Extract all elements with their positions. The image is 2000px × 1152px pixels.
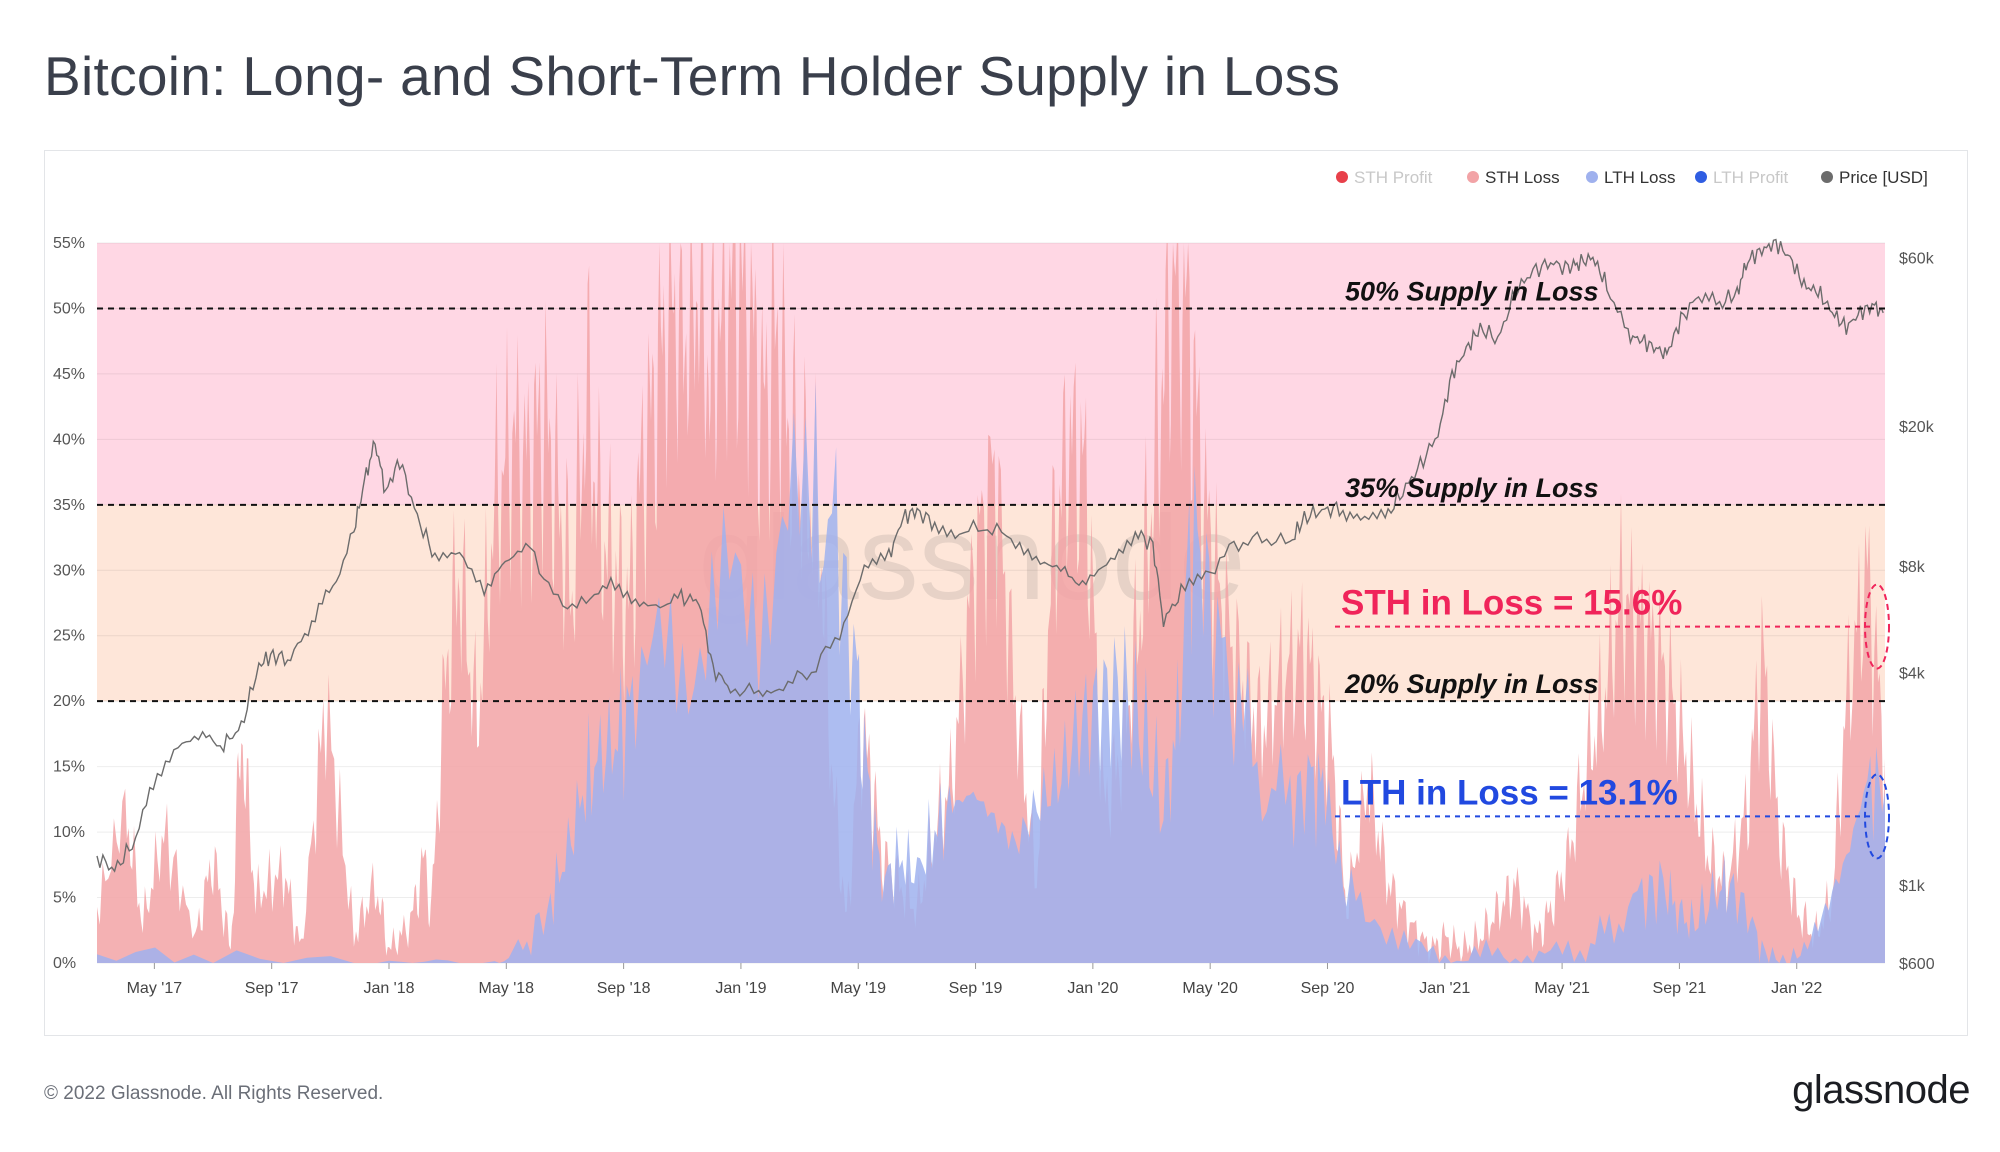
- legend-label-3: LTH Profit: [1713, 168, 1789, 187]
- y-left-tick-label: 55%: [53, 235, 85, 252]
- x-tick-label: Sep '19: [949, 980, 1003, 997]
- x-tick-label: Jan '19: [715, 980, 766, 997]
- legend-marker-4: [1821, 171, 1833, 183]
- y-right-tick-label: $8k: [1899, 559, 1926, 576]
- y-left-tick-label: 0%: [53, 955, 76, 972]
- legend-label-4: Price [USD]: [1839, 168, 1928, 187]
- y-left-tick-label: 35%: [53, 497, 85, 514]
- x-tick-label: Sep '18: [597, 980, 651, 997]
- y-right-tick-label: $1k: [1899, 878, 1926, 895]
- legend-label-0: STH Profit: [1354, 168, 1433, 187]
- x-tick-label: Jan '20: [1067, 980, 1118, 997]
- x-tick-label: Sep '21: [1653, 980, 1707, 997]
- x-tick-label: Jan '21: [1419, 980, 1470, 997]
- y-left-tick-label: 30%: [53, 562, 85, 579]
- x-tick-label: Jan '22: [1771, 980, 1822, 997]
- y-left-tick-label: 40%: [53, 431, 85, 448]
- annotation-label-0: STH in Loss = 15.6%: [1341, 584, 1682, 623]
- legend-marker-1: [1467, 171, 1479, 183]
- x-tick-label: May '21: [1534, 980, 1590, 997]
- series-price-line: [96, 238, 1884, 873]
- y-left-tick-label: 45%: [53, 366, 85, 383]
- y-left-tick-label: 50%: [53, 300, 85, 317]
- x-tick-label: May '19: [830, 980, 886, 997]
- series-lth-loss-area: [97, 381, 1885, 964]
- x-tick-label: May '18: [479, 980, 535, 997]
- x-tick-label: Sep '17: [245, 980, 299, 997]
- x-tick-label: May '17: [127, 980, 183, 997]
- y-right-tick-label: $600: [1899, 956, 1935, 973]
- annotation-marker-0: [1864, 583, 1890, 670]
- copyright-notice: © 2022 Glassnode. All Rights Reserved.: [44, 1083, 384, 1104]
- chart-title: Bitcoin: Long- and Short-Term Holder Sup…: [44, 45, 1341, 107]
- legend-label-1: STH Loss: [1485, 168, 1560, 187]
- y-left-tick-label: 10%: [53, 824, 85, 841]
- y-left-tick-label: 15%: [53, 759, 85, 776]
- y-right-tick-label: $60k: [1899, 251, 1935, 268]
- reference-label-35: 35% Supply in Loss: [1345, 473, 1599, 503]
- annotation-marker-1: [1864, 773, 1890, 860]
- reference-label-20: 20% Supply in Loss: [1344, 669, 1599, 699]
- annotation-label-1: LTH in Loss = 13.1%: [1341, 773, 1678, 812]
- y-right-tick-label: $4k: [1899, 665, 1926, 682]
- x-tick-label: Jan '18: [363, 980, 414, 997]
- legend-marker-3: [1695, 171, 1707, 183]
- legend-label-2: LTH Loss: [1604, 168, 1676, 187]
- series-sth-loss-area: [97, 243, 1885, 963]
- y-left-tick-label: 5%: [53, 890, 76, 907]
- legend-marker-2: [1586, 171, 1598, 183]
- y-right-tick-label: $20k: [1899, 419, 1935, 436]
- legend-marker-0: [1336, 171, 1348, 183]
- x-tick-label: Sep '20: [1301, 980, 1355, 997]
- brand-logo: glassnode: [1792, 1068, 1970, 1112]
- y-left-tick-label: 25%: [53, 628, 85, 645]
- y-left-tick-label: 20%: [53, 693, 85, 710]
- reference-label-50: 50% Supply in Loss: [1345, 276, 1599, 306]
- x-tick-label: May '20: [1182, 980, 1238, 997]
